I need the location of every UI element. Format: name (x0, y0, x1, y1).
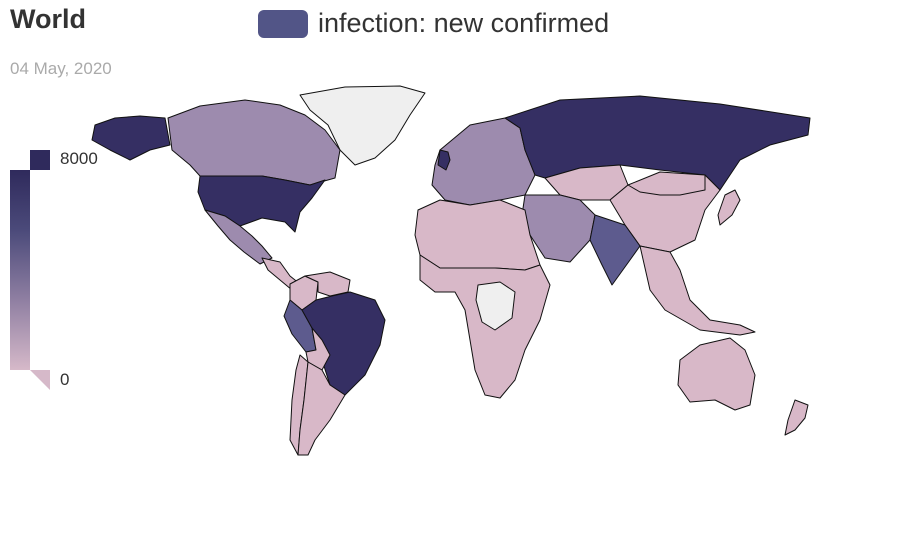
legend[interactable]: infection: new confirmed (258, 8, 609, 39)
region-greenland[interactable] (299, 85, 426, 166)
visual-map-max-label: 8000 (60, 149, 98, 168)
map-subtitle: 04 May, 2020 (10, 59, 112, 78)
region-north-africa[interactable] (414, 199, 541, 271)
region-mexico[interactable] (204, 209, 273, 265)
legend-label[interactable]: infection: new confirmed (318, 8, 610, 38)
region-southeast-asia[interactable] (639, 245, 756, 336)
visual-map[interactable]: 8000 0 (0, 0, 120, 420)
region-india[interactable] (589, 214, 641, 286)
visual-map-bar[interactable] (10, 170, 30, 370)
map-title: World (10, 4, 86, 34)
region-sub-saharan-africa[interactable] (419, 254, 551, 399)
visual-map-handles[interactable] (0, 0, 60, 420)
visual-map-min-handle[interactable] (30, 370, 50, 390)
region-australia[interactable] (677, 337, 756, 411)
region-new-zealand[interactable] (784, 399, 809, 436)
visual-map-min-label: 0 (60, 370, 70, 389)
region-united-kingdom[interactable] (437, 149, 451, 171)
region-argentina[interactable] (297, 361, 346, 456)
region-mongolia[interactable] (627, 171, 706, 196)
region-central-africa[interactable] (475, 281, 516, 331)
region-japan[interactable] (717, 189, 741, 226)
legend-swatch[interactable] (258, 9, 308, 38)
visual-map-max-handle[interactable] (30, 150, 50, 170)
region-alaska[interactable] (91, 115, 171, 161)
